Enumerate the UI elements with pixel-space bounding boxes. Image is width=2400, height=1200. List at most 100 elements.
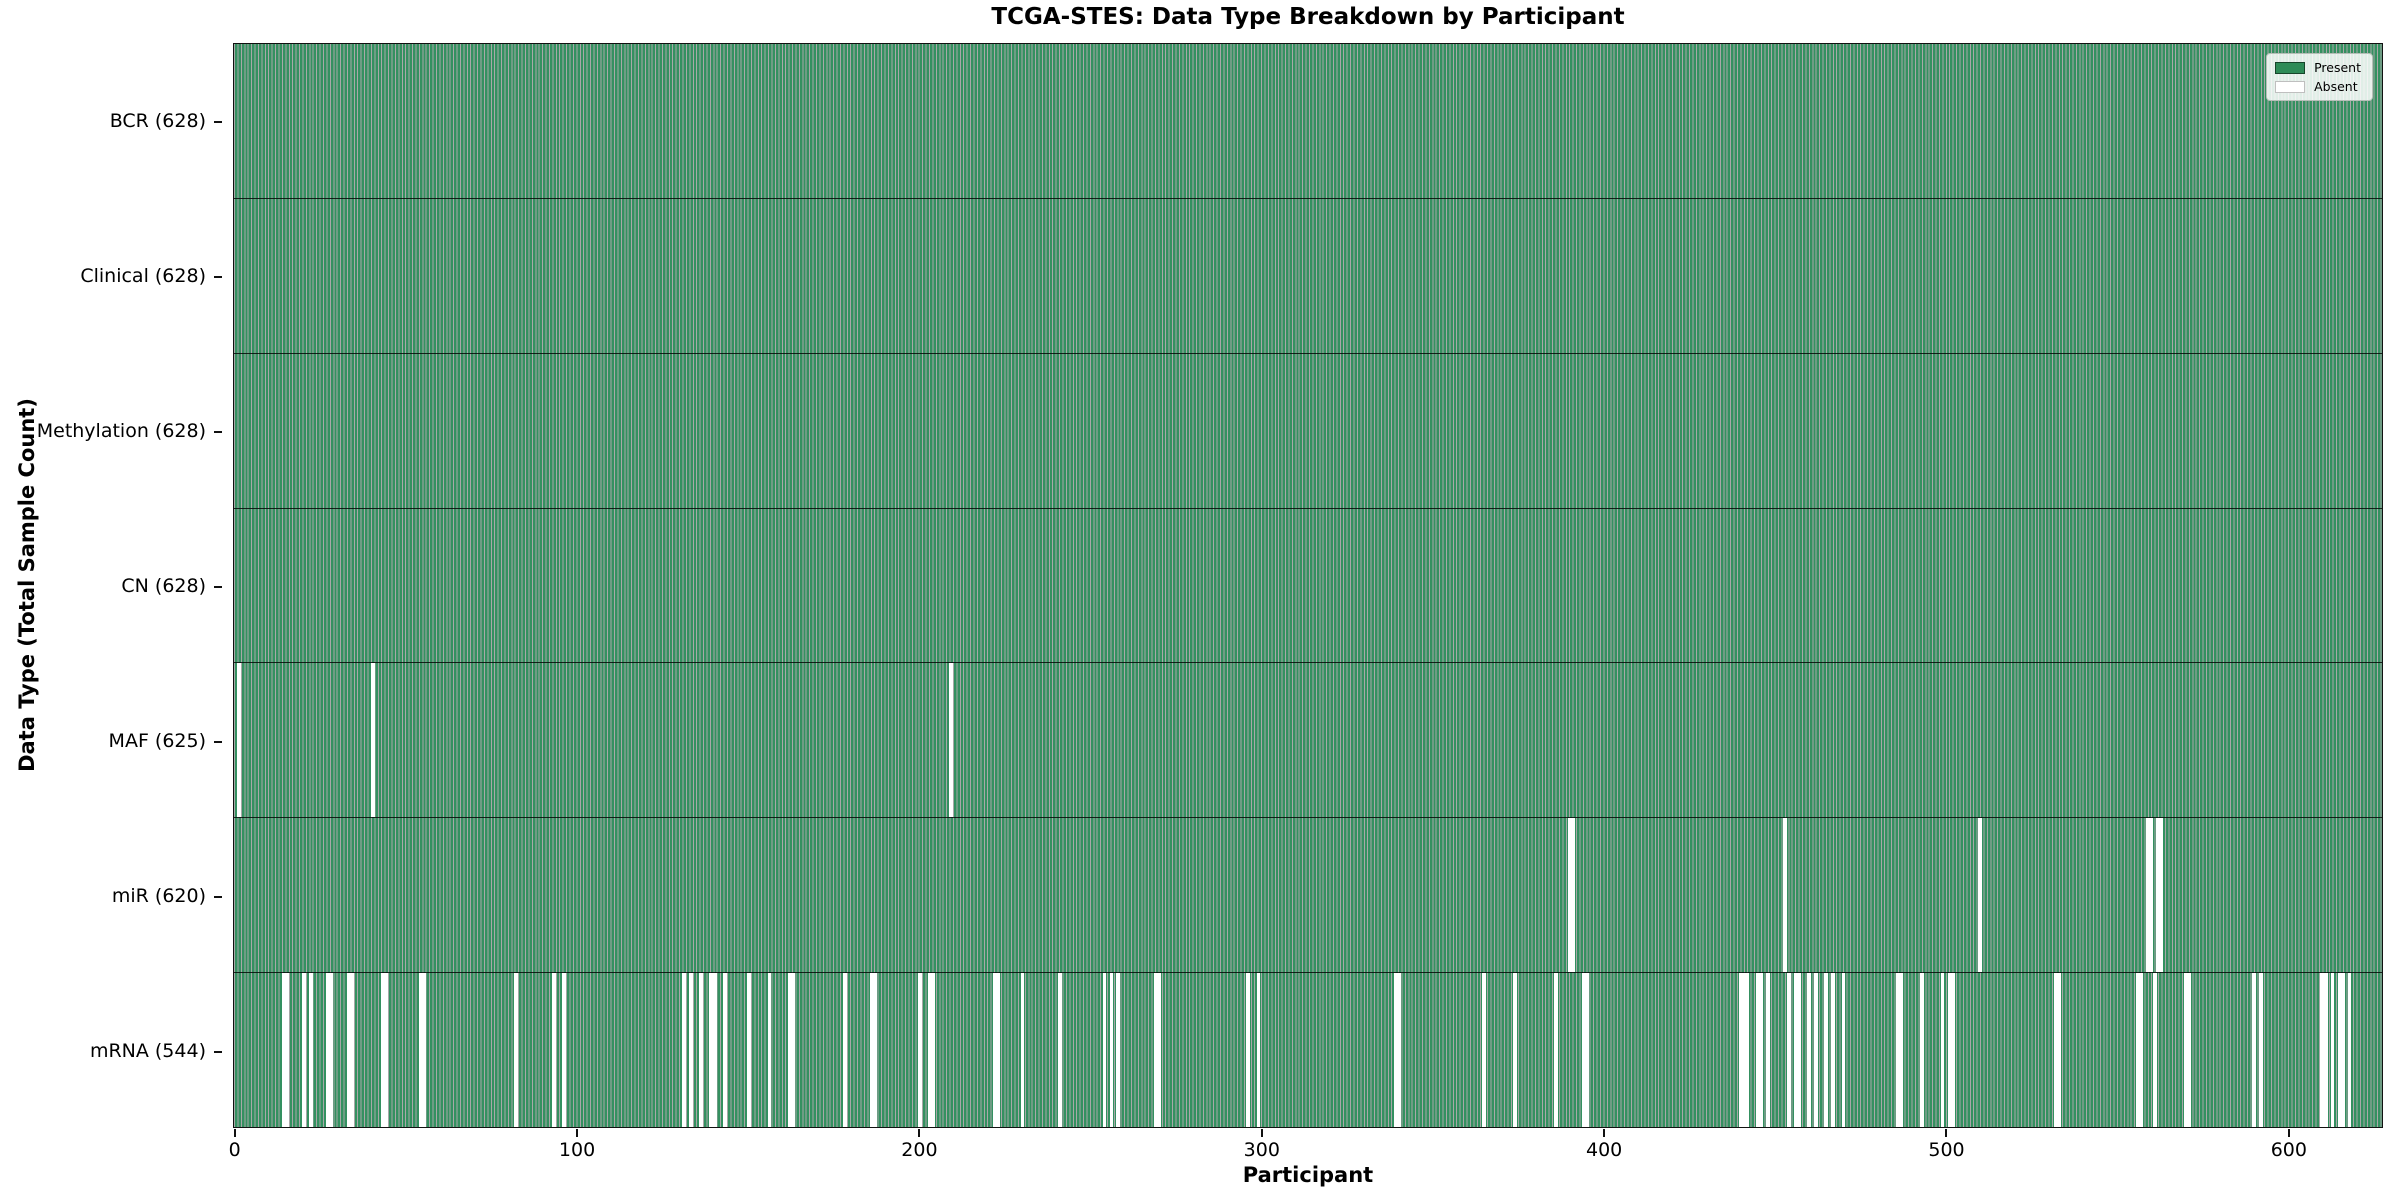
absent-stripe <box>1783 818 1788 973</box>
heatmap-rows <box>234 44 2382 1128</box>
y-tick-label: CN (628) <box>121 574 206 597</box>
y-tick-label: MAF (625) <box>108 729 206 752</box>
legend-item-absent: Absent <box>2275 79 2361 94</box>
absent-stripe <box>1814 973 1818 1128</box>
absent-stripe <box>993 973 997 1128</box>
absent-stripe <box>1920 973 1924 1128</box>
absent-stripe <box>2152 973 2157 1128</box>
x-axis-tick-labels: 0 100 200 300 400 500 600 <box>229 1128 2383 1168</box>
absent-stripe <box>1554 973 1558 1128</box>
absent-stripe <box>1154 973 1158 1128</box>
absent-stripe <box>1256 973 1261 1128</box>
legend-item-present: Present <box>2275 60 2361 75</box>
y-tick-clinical: Clinical (628) <box>0 198 222 353</box>
absent-stripe <box>2187 973 2191 1128</box>
absent-stripe <box>712 973 717 1128</box>
y-tick-label: BCR (628) <box>109 109 206 132</box>
absent-stripe <box>381 973 385 1128</box>
plot-area: Present Absent <box>233 43 2383 1128</box>
absent-stripe <box>688 973 693 1128</box>
y-tick-mrna: mRNA (544) <box>0 973 222 1128</box>
heatmap-row-mir <box>234 818 2382 974</box>
absent-stripe <box>285 973 289 1128</box>
y-tick-methylation: Methylation (628) <box>0 353 222 508</box>
absent-stripe <box>1797 973 1801 1128</box>
y-tick-label: Methylation (628) <box>36 419 206 442</box>
absent-stripe <box>1793 973 1798 1128</box>
x-tick-label: 300 <box>1243 1139 1280 1161</box>
absent-stripe <box>514 973 519 1128</box>
absent-stripe <box>1899 973 1904 1128</box>
absent-stripe <box>948 663 953 818</box>
absent-stripe <box>1396 973 1401 1128</box>
y-tick-label: mRNA (544) <box>89 1039 206 1062</box>
absent-stripe <box>873 973 878 1128</box>
absent-stripe <box>767 973 772 1128</box>
absent-stripe <box>1841 973 1846 1128</box>
x-tick-mark <box>1603 1129 1606 1137</box>
heatmap-row-methylation <box>234 353 2382 509</box>
absent-stripe <box>302 973 307 1128</box>
absent-stripe <box>1940 973 1945 1128</box>
legend-swatch-present-icon <box>2275 61 2306 74</box>
heatmap-row-mrna <box>234 973 2382 1128</box>
absent-stripe <box>791 973 796 1128</box>
absent-stripe <box>1824 973 1829 1128</box>
absent-stripe <box>1571 818 1576 973</box>
absent-stripe <box>1831 973 1835 1128</box>
absent-stripe <box>384 973 389 1128</box>
y-tick-label: Clinical (628) <box>80 264 206 287</box>
absent-stripe <box>2323 973 2328 1128</box>
y-tick-mark <box>214 275 222 278</box>
absent-stripe <box>2258 973 2263 1128</box>
absent-stripe <box>562 973 567 1128</box>
absent-stripe <box>1978 818 1983 973</box>
absent-stripe <box>996 973 1001 1128</box>
y-tick-label: miR (620) <box>111 884 206 907</box>
y-tick-mark <box>214 120 222 123</box>
legend-label-absent: Absent <box>2314 79 2358 94</box>
absent-stripe <box>1102 973 1107 1128</box>
absent-stripe <box>370 663 375 818</box>
absent-stripe <box>350 973 354 1128</box>
y-tick-mir: miR (620) <box>0 818 222 973</box>
absent-stripe <box>346 973 351 1128</box>
absent-stripe <box>1058 973 1062 1128</box>
y-axis-tick-labels: BCR (628) Clinical (628) Methylation (628)… <box>0 43 222 1128</box>
y-tick-bcr: BCR (628) <box>0 43 222 198</box>
absent-stripe <box>237 663 242 818</box>
absent-stripe <box>918 973 922 1128</box>
x-tick-label: 0 <box>228 1139 241 1161</box>
absent-stripe <box>2053 973 2058 1128</box>
absent-stripe <box>1951 973 1955 1128</box>
y-tick-mark <box>214 1050 222 1053</box>
absent-stripe <box>2340 973 2345 1128</box>
absent-stripe <box>2145 818 2150 973</box>
legend: Present Absent <box>2266 53 2373 101</box>
x-tick-label: 100 <box>558 1139 596 1161</box>
x-tick-label: 400 <box>1585 1139 1623 1161</box>
y-tick-cn: CN (628) <box>0 508 222 663</box>
absent-stripe <box>1786 973 1791 1128</box>
x-tick-label: 200 <box>901 1139 938 1161</box>
chart-title: TCGA-STES: Data Type Breakdown by Partic… <box>991 4 1625 30</box>
absent-stripe <box>1738 973 1743 1128</box>
x-tick-mark <box>576 1129 579 1137</box>
x-tick-mark <box>1945 1129 1948 1137</box>
legend-label-present: Present <box>2314 60 2361 75</box>
absent-stripe <box>1116 973 1121 1128</box>
x-axis-label: Participant <box>1242 1163 1374 1187</box>
y-tick-mark <box>214 895 222 898</box>
absent-stripe <box>2320 973 2325 1128</box>
y-tick-mark <box>214 585 222 588</box>
y-tick-mark <box>214 740 222 743</box>
absent-stripe <box>418 973 423 1128</box>
absent-stripe <box>1756 973 1760 1128</box>
absent-stripe <box>2347 973 2352 1128</box>
heatmap-row-clinical <box>234 198 2382 354</box>
absent-stripe <box>2139 973 2143 1128</box>
absent-stripe <box>931 973 936 1128</box>
absent-stripe <box>2252 973 2256 1128</box>
absent-stripe <box>1742 973 1747 1128</box>
